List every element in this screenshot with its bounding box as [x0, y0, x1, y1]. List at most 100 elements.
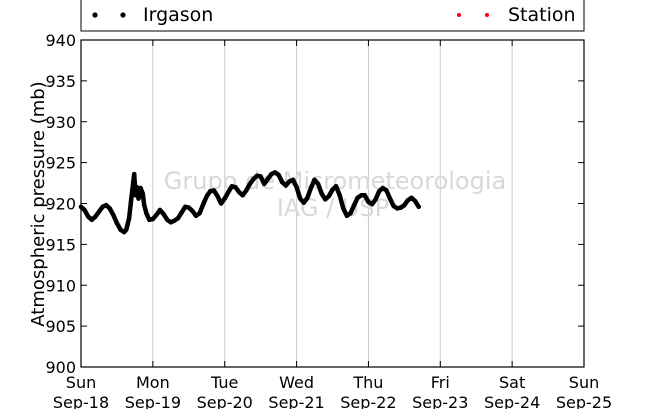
- data-point-irgason: [351, 202, 357, 208]
- x-tick-day-label: Thu: [352, 373, 383, 392]
- y-tick-label: 935: [45, 72, 76, 91]
- data-point-irgason: [366, 199, 371, 205]
- data-point-irgason: [144, 211, 149, 216]
- data-point-irgason: [129, 196, 134, 201]
- data-point-irgason: [190, 208, 195, 214]
- data-point-irgason: [315, 181, 321, 187]
- data-point-irgason: [107, 206, 112, 211]
- data-point-irgason: [172, 218, 177, 223]
- data-point-irgason: [405, 198, 411, 203]
- x-tick-day-label: Tue: [210, 373, 238, 392]
- x-tick-day-label: Wed: [279, 373, 314, 392]
- data-point-irgason: [133, 193, 138, 198]
- y-tick-label: 905: [45, 317, 76, 336]
- data-point-irgason: [269, 171, 274, 177]
- data-point-irgason: [86, 214, 91, 219]
- data-point-irgason: [161, 211, 166, 217]
- data-point-irgason: [226, 189, 231, 195]
- x-tick-date-label: Sep-18: [53, 393, 109, 409]
- data-point-irgason: [175, 216, 181, 221]
- data-point-irgason: [359, 193, 364, 198]
- data-point-irgason: [258, 174, 263, 179]
- data-point-irgason: [377, 189, 382, 194]
- y-axis-label: Atmospheric pressure (mb): [28, 81, 49, 326]
- x-tick-day-label: Sun: [569, 373, 599, 392]
- data-point-irgason: [208, 189, 213, 194]
- data-point-irgason: [298, 196, 303, 201]
- data-point-irgason: [398, 205, 403, 210]
- data-point-irgason: [337, 193, 342, 198]
- data-point-irgason: [305, 195, 310, 200]
- data-point-irgason: [341, 206, 346, 211]
- data-point-irgason: [348, 211, 353, 216]
- legend-irgason-marker-2: [120, 12, 126, 18]
- legend-irgason-marker-1: [92, 12, 98, 18]
- data-point-irgason: [287, 179, 292, 184]
- data-point-irgason: [215, 193, 220, 199]
- data-point-irgason: [395, 206, 400, 211]
- data-point-irgason: [186, 205, 191, 210]
- data-point-irgason: [126, 216, 132, 221]
- data-point-irgason: [183, 204, 188, 209]
- data-point-irgason: [373, 197, 378, 202]
- legend-irgason-label: Irgason: [143, 4, 213, 26]
- data-point-irgason: [272, 170, 278, 175]
- y-tick-label: 930: [45, 113, 76, 132]
- data-point-irgason: [333, 184, 339, 189]
- data-point-irgason: [104, 202, 109, 208]
- data-point-irgason: [136, 196, 141, 201]
- data-point-irgason: [301, 200, 306, 205]
- data-point-irgason: [118, 227, 123, 232]
- data-point-irgason: [362, 193, 367, 198]
- data-point-irgason: [290, 177, 296, 182]
- x-tick-date-label: Sep-23: [412, 393, 468, 409]
- grid-lines: [152, 40, 513, 367]
- data-point-irgason: [254, 173, 260, 178]
- data-point-irgason: [283, 183, 288, 188]
- legend-station-label: Station: [508, 4, 576, 26]
- data-point-irgason: [247, 181, 253, 187]
- data-point-irgason: [147, 217, 152, 222]
- data-point-irgason: [391, 203, 396, 209]
- data-point-irgason: [294, 185, 299, 190]
- y-tick-label: 925: [45, 154, 76, 173]
- y-tick-label: 940: [45, 31, 76, 50]
- x-tick-date-label: Sep-21: [268, 393, 324, 409]
- data-point-irgason: [276, 172, 281, 178]
- x-tick-day-label: Sat: [499, 373, 525, 392]
- data-point-irgason: [412, 198, 418, 204]
- data-point-irgason: [150, 216, 156, 222]
- data-point-irgason: [326, 193, 332, 199]
- data-point-irgason: [124, 227, 129, 232]
- data-point-irgason: [233, 185, 238, 190]
- data-point-irgason: [201, 202, 206, 207]
- data-point-irgason: [211, 188, 217, 193]
- data-point-irgason: [140, 191, 145, 196]
- data-point-irgason: [134, 185, 140, 190]
- data-point-irgason: [355, 195, 360, 200]
- legend-station-marker-2: [485, 13, 489, 17]
- series-layer: [78, 170, 421, 235]
- watermark-line-2: IAG / USP: [277, 194, 389, 222]
- data-point-irgason: [369, 202, 375, 207]
- data-point-irgason: [319, 191, 324, 196]
- data-point-irgason: [179, 210, 184, 215]
- data-point-irgason: [96, 209, 102, 214]
- x-tick-date-label: Sep-25: [556, 393, 612, 409]
- data-point-irgason: [229, 184, 235, 189]
- data-point-irgason: [111, 212, 116, 218]
- data-point-irgason: [416, 204, 421, 209]
- x-tick-date-label: Sep-20: [197, 393, 253, 409]
- data-point-irgason: [251, 176, 256, 182]
- data-point-irgason: [312, 177, 317, 182]
- data-point-irgason: [222, 196, 227, 201]
- data-point-irgason: [262, 181, 267, 187]
- y-tick-label: 910: [45, 276, 76, 295]
- data-point-irgason: [387, 196, 393, 201]
- data-point-irgason: [280, 180, 285, 185]
- data-point-irgason: [265, 176, 270, 182]
- data-point-irgason: [165, 217, 170, 222]
- x-tick-date-label: Sep-19: [125, 393, 181, 409]
- x-tick-day-label: Sun: [66, 373, 96, 392]
